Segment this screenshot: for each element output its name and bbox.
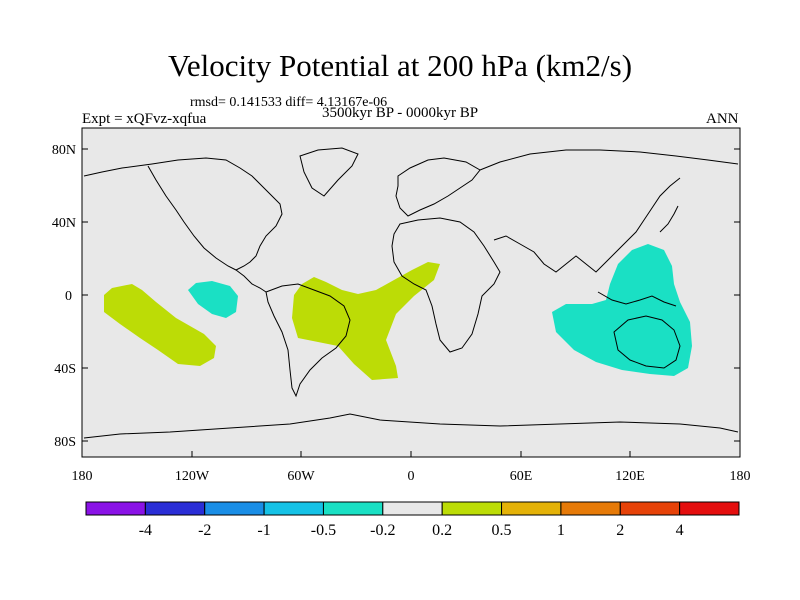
colorbar-label: 0.2 xyxy=(432,522,452,539)
lon-label-60w: 60W xyxy=(287,469,315,484)
lat-label-0: 0 xyxy=(65,289,72,304)
coastline-australia xyxy=(613,315,681,369)
colorbar-label: -0.5 xyxy=(311,522,336,539)
lat-label-80s: 80S xyxy=(54,435,76,450)
lat-axis xyxy=(82,148,740,442)
lon-label-180w: 180 xyxy=(72,469,93,484)
lon-label-120w: 120W xyxy=(175,469,210,484)
lon-label-120e: 120E xyxy=(615,469,645,484)
colorbar-label: 0.5 xyxy=(492,522,512,539)
colorbar-label: 4 xyxy=(676,522,684,539)
colorbar-box xyxy=(619,501,681,516)
coastline-indonesia xyxy=(597,291,677,307)
coastline-europe xyxy=(395,157,481,217)
lon-label-180e: 180 xyxy=(730,469,751,484)
colorbar-box xyxy=(679,501,740,516)
coastline-asia-south xyxy=(493,177,681,273)
colorbar-box xyxy=(441,501,503,516)
coastline-antarctica xyxy=(83,413,739,439)
lat-tick-labels: 80N 40N 0 40S 80S xyxy=(52,143,76,450)
colorbar-box xyxy=(204,501,265,516)
colorbar-box xyxy=(263,501,324,516)
lat-label-40n: 40N xyxy=(52,216,76,231)
colorbar-label: -0.2 xyxy=(370,522,395,539)
negative-anomaly-maritime-continent xyxy=(552,244,692,376)
period-label: 3500kyr BP - 0000kyr BP xyxy=(322,105,479,121)
anomaly-fields xyxy=(104,244,692,380)
coastline-north-america xyxy=(83,157,283,293)
colorbar-box xyxy=(560,501,621,516)
colorbar-label: 1 xyxy=(557,522,565,539)
colorbar-label: -4 xyxy=(139,522,152,539)
colorbar-box xyxy=(322,501,384,516)
colorbar-box xyxy=(501,501,562,516)
lat-label-80n: 80N xyxy=(52,143,76,158)
coastline-south-america xyxy=(265,283,351,398)
positive-anomaly-central-pacific xyxy=(104,284,216,366)
lat-label-40s: 40S xyxy=(54,362,76,377)
lon-axis xyxy=(81,451,741,457)
coastline-north-america-west xyxy=(147,165,237,271)
colorbar-label: 2 xyxy=(616,522,624,539)
colorbar-box xyxy=(144,501,206,516)
season-label: ANN xyxy=(706,111,739,127)
experiment-label: Expt = xQFvz-xqfua xyxy=(82,111,207,127)
lon-label-0: 0 xyxy=(408,469,415,484)
stats-label: rmsd= 0.141533 diff= 4.13167e-06 xyxy=(190,95,388,110)
coastlines xyxy=(83,147,739,439)
colorbar-box xyxy=(85,501,146,516)
negative-anomaly-east-pacific xyxy=(188,281,238,318)
positive-anomaly-atlantic-amazon xyxy=(292,262,440,380)
coastline-greenland xyxy=(299,147,359,197)
colorbar xyxy=(85,501,740,516)
colorbar-labels: -4 -2 -1 -0.5 -0.2 0.2 0.5 1 2 4 xyxy=(139,522,684,539)
lon-tick-labels: 180 120W 60W 0 60E 120E 180 xyxy=(72,469,751,484)
map-title: Velocity Potential at 200 hPa (km2/s) xyxy=(167,48,633,83)
colorbar-box xyxy=(382,501,443,516)
colorbar-label: -1 xyxy=(257,522,270,539)
coastline-japan xyxy=(659,205,679,233)
colorbar-label: -2 xyxy=(198,522,211,539)
coastline-asia xyxy=(479,149,739,171)
coastline-africa xyxy=(391,217,501,353)
lon-label-60e: 60E xyxy=(510,469,533,484)
